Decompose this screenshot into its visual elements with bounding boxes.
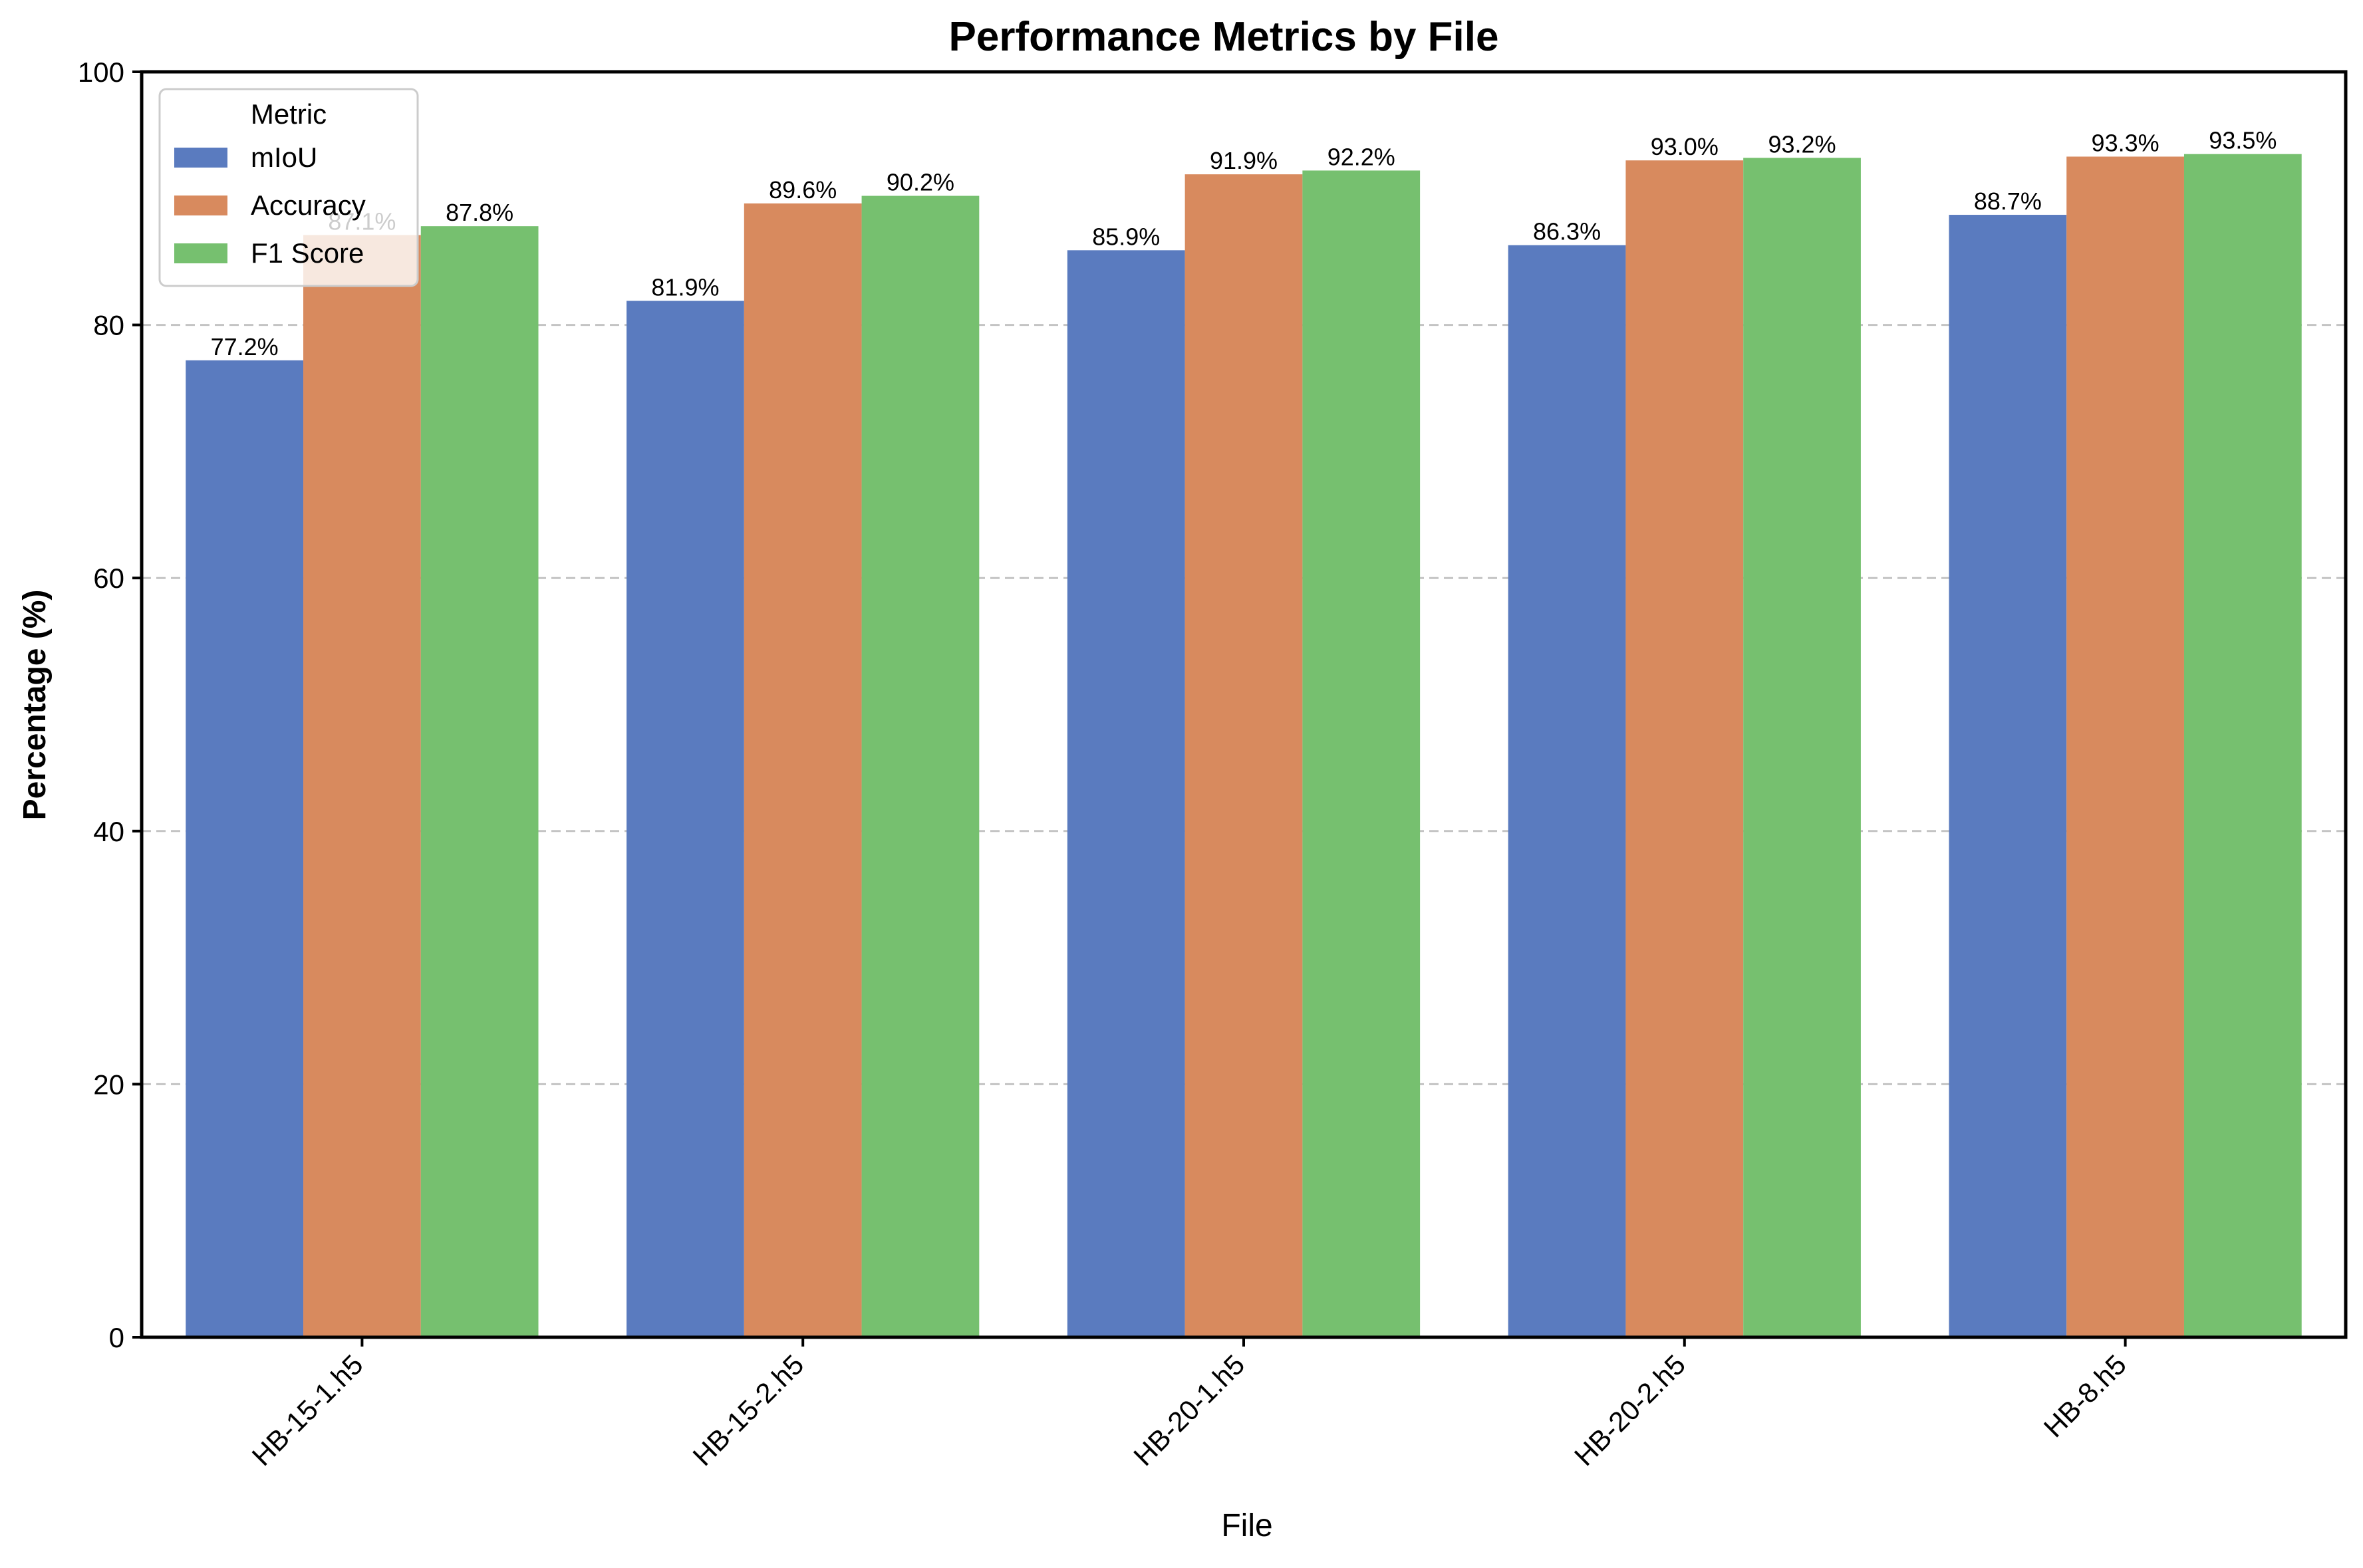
- legend[interactable]: Metric mIoU Accuracy F1 Score: [158, 88, 419, 287]
- bar-accuracy: [2066, 156, 2184, 1338]
- bar-accuracy: [1184, 174, 1303, 1337]
- data-label: 89.6%: [769, 176, 837, 203]
- data-label: 93.3%: [2092, 130, 2159, 157]
- bar-miou: [1949, 215, 2067, 1337]
- data-label: 93.2%: [1768, 130, 1836, 158]
- bar-f1-score: [420, 226, 539, 1337]
- y-axis-label: Percentage (%): [17, 590, 53, 821]
- y-tick-label: 0: [109, 1322, 124, 1353]
- bars: [186, 154, 2302, 1338]
- bar-miou: [1067, 250, 1185, 1337]
- legend-entry-miou[interactable]: mIoU: [174, 142, 317, 173]
- legend-title: Metric: [251, 98, 327, 130]
- legend-entry-f1-score[interactable]: F1 Score: [174, 237, 364, 269]
- legend-label: F1 Score: [251, 237, 364, 269]
- y-tick-label: 20: [93, 1069, 124, 1100]
- data-label: 93.0%: [1651, 133, 1719, 160]
- bar-accuracy: [744, 203, 862, 1337]
- data-label: 86.3%: [1533, 218, 1601, 245]
- legend-label: mIoU: [251, 142, 317, 173]
- bar-accuracy: [1625, 160, 1744, 1338]
- chart-title: Performance Metrics by File: [949, 14, 1499, 60]
- bar-miou: [1508, 245, 1626, 1338]
- bar-miou: [626, 301, 744, 1337]
- legend-swatch: [174, 243, 227, 263]
- legend-swatch: [174, 196, 227, 215]
- data-label: 93.5%: [2209, 127, 2277, 154]
- bar-f1-score: [2183, 154, 2302, 1337]
- data-label: 88.7%: [1974, 188, 2042, 215]
- y-tick-label: 40: [93, 816, 124, 847]
- legend-entry-accuracy[interactable]: Accuracy: [174, 190, 366, 221]
- legend-swatch: [174, 148, 227, 168]
- data-label: 85.9%: [1092, 223, 1160, 250]
- bar-f1-score: [861, 196, 980, 1337]
- data-label: 87.8%: [446, 199, 513, 226]
- data-label: 90.2%: [887, 168, 954, 196]
- data-label: 77.2%: [211, 333, 279, 360]
- y-tick-label: 80: [93, 310, 124, 341]
- data-label: 92.2%: [1327, 143, 1395, 170]
- data-label: 81.9%: [651, 273, 719, 301]
- bar-miou: [186, 360, 304, 1337]
- x-axis-label: File: [1221, 1508, 1272, 1543]
- bar-accuracy: [303, 235, 421, 1337]
- data-label: 91.9%: [1210, 147, 1278, 174]
- y-tick-label: 100: [78, 57, 124, 88]
- y-tick-label: 60: [93, 563, 124, 594]
- bar-f1-score: [1743, 158, 1861, 1337]
- legend-label: Accuracy: [251, 190, 366, 221]
- bar-f1-score: [1302, 170, 1421, 1338]
- legend-box: [158, 88, 419, 287]
